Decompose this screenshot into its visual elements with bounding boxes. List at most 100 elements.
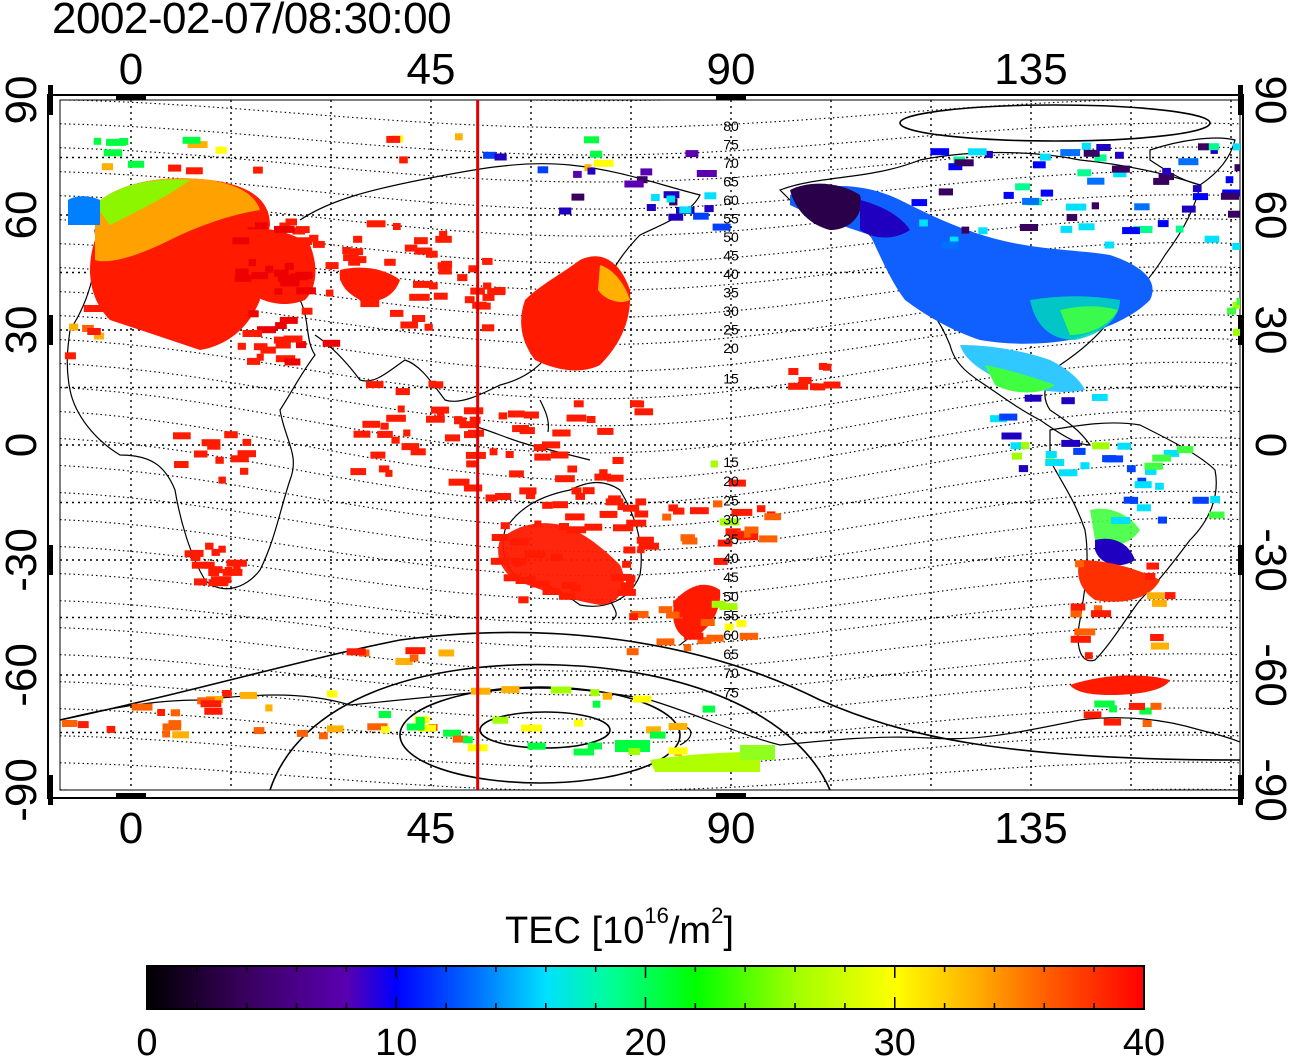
tec-data-point [1091, 202, 1099, 210]
tec-data-point [200, 700, 222, 708]
tec-data-point [378, 465, 390, 473]
tec-data-point [1104, 241, 1115, 249]
tec-data-point [342, 247, 351, 254]
tec-data-point [340, 273, 354, 281]
tec-data-point [1090, 610, 1112, 618]
tec-data-point [1126, 465, 1136, 473]
tec-data-point [713, 500, 723, 508]
tec-data-point [690, 507, 709, 515]
tec-data-point [938, 188, 953, 196]
tec-data-point [242, 330, 262, 337]
tec-data-point [277, 275, 285, 283]
tec-data-point [157, 709, 165, 716]
tec-data-point [911, 199, 928, 207]
tec-data-point [542, 441, 561, 449]
tec-data-point [498, 412, 508, 420]
tec-data-point [1060, 225, 1073, 233]
tec-data-point [608, 495, 621, 503]
tec-data-point [405, 647, 426, 655]
tec-data-point [685, 150, 699, 158]
tec-data-point [611, 573, 632, 581]
tec-data-point [240, 467, 249, 475]
tec-data-point [533, 444, 547, 452]
tec-data-point [679, 206, 692, 214]
tec-data-point [83, 305, 104, 312]
tec-data-point [401, 443, 420, 451]
tec-data-point [322, 339, 341, 347]
tec-data-point [617, 588, 636, 596]
tec-data-point [433, 292, 448, 300]
tec-data-point [103, 149, 123, 157]
tec-data-point [346, 648, 366, 656]
tec-data-point [949, 236, 959, 244]
tec-data-point [358, 256, 367, 264]
tec-data-point [1058, 469, 1078, 477]
tec-data-point [558, 523, 569, 530]
tec-data-point [492, 716, 509, 724]
tec-data-point [613, 524, 634, 532]
tec-data-point [1220, 192, 1239, 200]
tec-data-point [226, 559, 247, 567]
contour-line [60, 194, 1240, 237]
tec-data-point [399, 156, 408, 164]
lat-tick-label-right: -60 [1246, 643, 1292, 707]
tec-data-point [570, 584, 581, 592]
tec-data-point [481, 324, 495, 332]
tec-data-point [271, 294, 289, 302]
contour-line-solid [899, 104, 1211, 142]
tec-data-point [465, 451, 486, 459]
contour-label-north: 60 [723, 192, 739, 208]
tec-data-point [296, 341, 307, 349]
tec-data-point [550, 553, 563, 561]
colorbar-tick-label: 30 [874, 1022, 916, 1057]
tec-data-point [1192, 185, 1202, 193]
tec-data-point [208, 566, 223, 574]
tec-data-point [205, 542, 214, 550]
tec-data-point [1113, 170, 1127, 178]
tec-data-point [257, 326, 276, 334]
tec-data-point [391, 436, 400, 444]
tec-data-point [571, 487, 582, 495]
frame-tick [1238, 85, 1243, 115]
tec-data-point [248, 310, 259, 318]
bottom-longitude-labels: 04590135180-135-90-45 [119, 804, 1068, 853]
tec-data-point [1011, 452, 1023, 460]
tec-data-point [475, 302, 491, 310]
tec-data-point [250, 291, 262, 299]
tec-data-point [1080, 462, 1090, 470]
tec-data-point [1045, 459, 1065, 466]
tec-data-point [662, 513, 672, 521]
contour-line [60, 146, 1240, 183]
tec-data-point [64, 352, 76, 360]
tec-data-point [406, 723, 425, 731]
tec-data-point [1210, 146, 1218, 154]
tec-data-point [242, 279, 263, 287]
tec-data-point [1094, 700, 1115, 708]
tec-data-point [319, 732, 328, 740]
tec-data-point [94, 332, 105, 340]
contour-line [60, 100, 1240, 129]
tec-data-point [489, 448, 498, 456]
tec-data-point [69, 323, 79, 331]
tec-data-point [592, 700, 601, 708]
tec-data-point [459, 421, 478, 429]
tec-data-point [350, 468, 367, 476]
tec-data-point [415, 717, 425, 724]
tec-data-point [87, 328, 101, 335]
frame-tick [48, 775, 53, 805]
tec-data-point [622, 504, 640, 512]
contour-label-south: 45 [723, 569, 739, 585]
tec-data-point [788, 382, 809, 390]
tec-data-point [204, 707, 223, 715]
contour-label-south: 40 [723, 550, 739, 566]
tec-data-point [646, 726, 661, 734]
tec-data-point [1087, 177, 1105, 185]
tec-data-point [513, 559, 522, 567]
tec-data-point [384, 284, 393, 292]
colorbar-tick-labels: 0 10 20 30 40 [136, 1022, 1165, 1057]
tec-data-point [285, 218, 297, 226]
tec-data-point [448, 478, 470, 486]
tec-data-point [172, 731, 189, 739]
tec-data-point [482, 257, 493, 265]
tec-data-point [1111, 165, 1130, 173]
